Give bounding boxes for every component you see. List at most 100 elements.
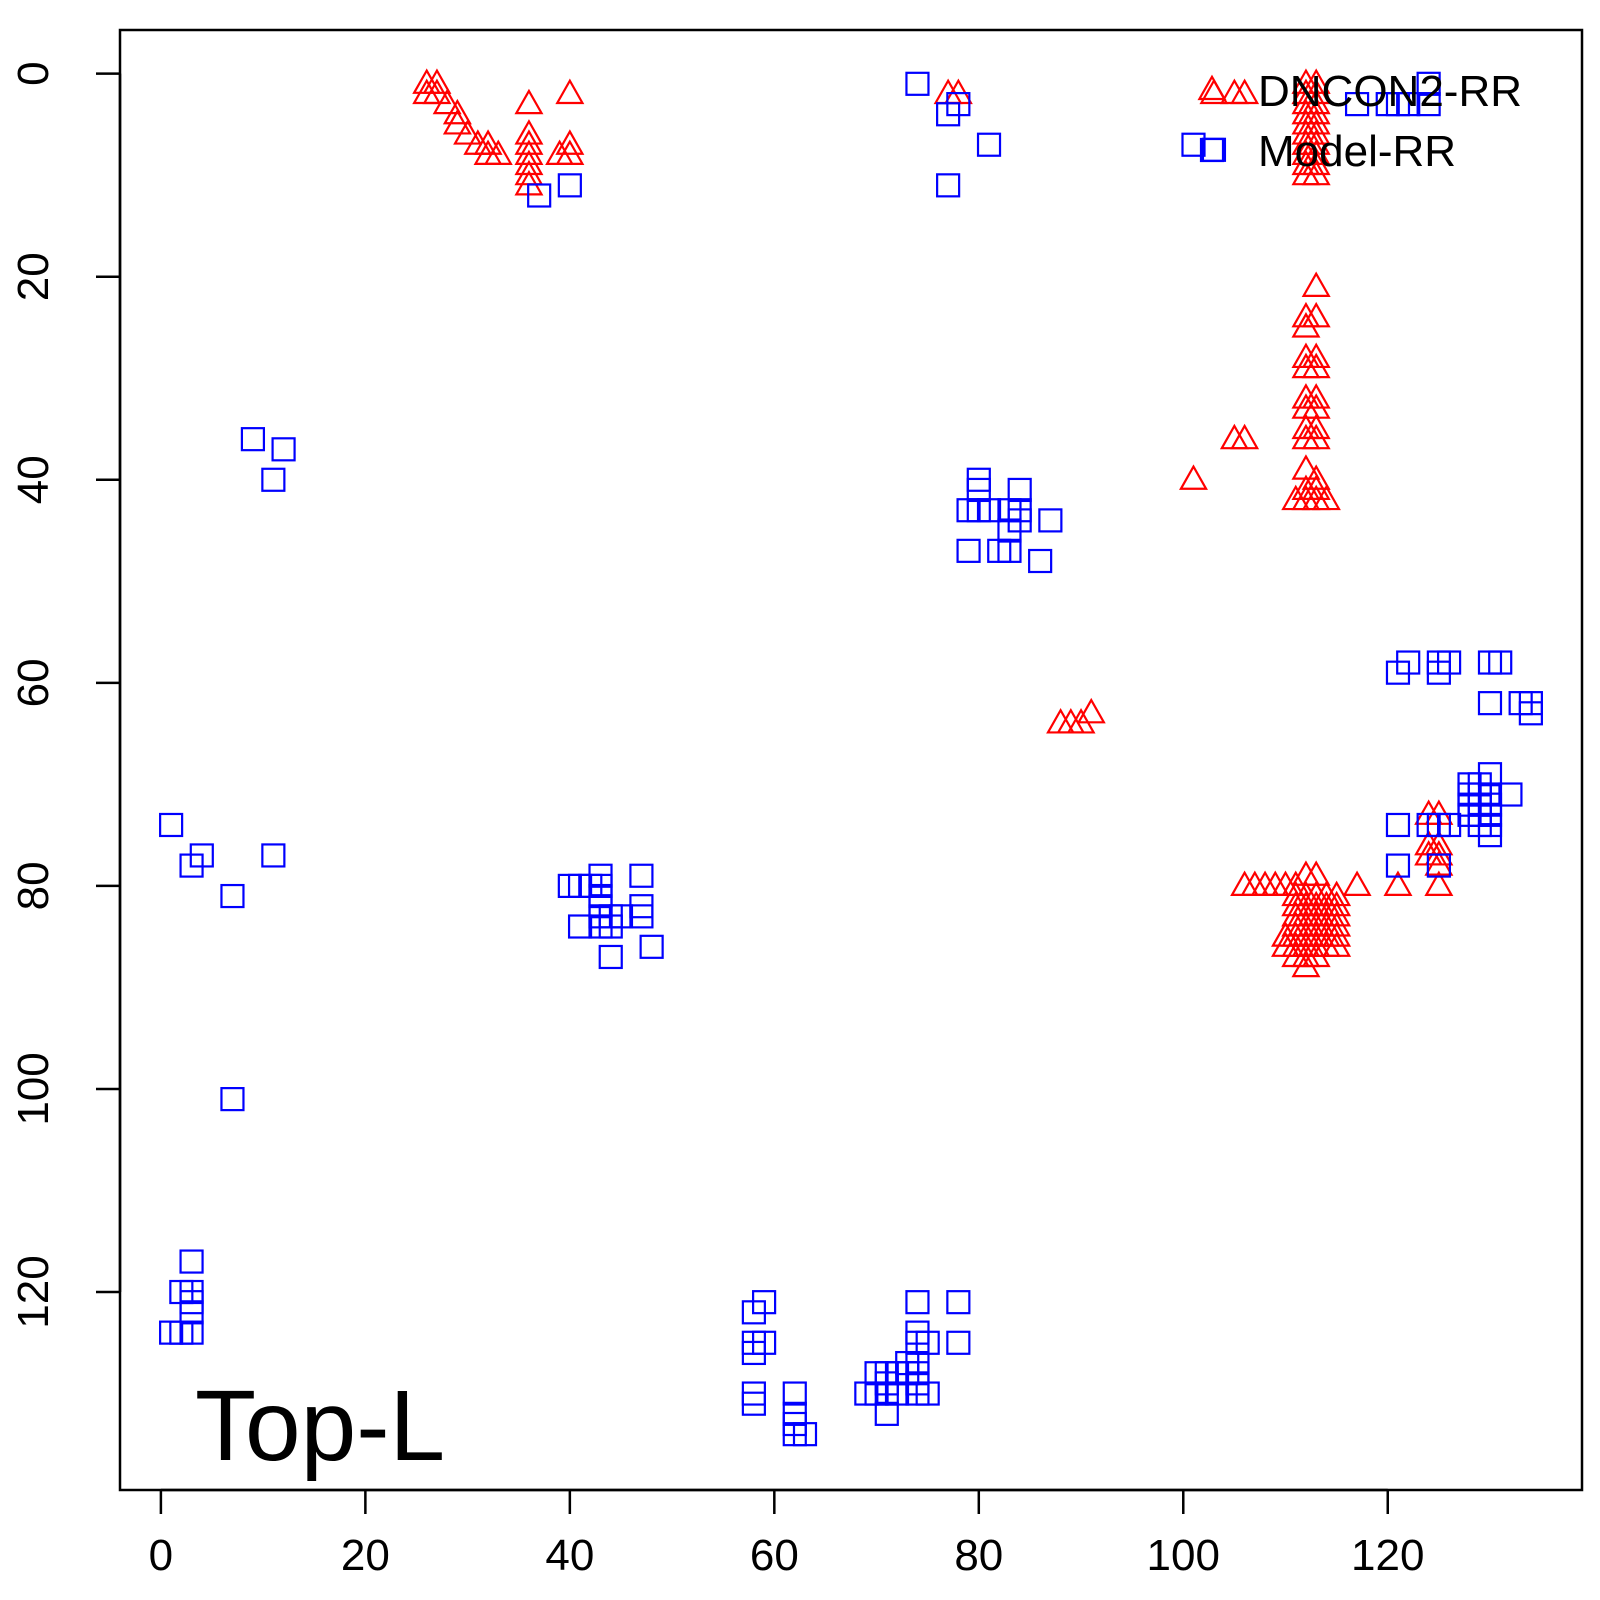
square-point <box>1344 92 1370 117</box>
square-point <box>874 1401 899 1426</box>
y-axis: 0 20 40 60 80 100 120 <box>9 61 122 1329</box>
square-point <box>240 427 266 452</box>
y-tick-label: 20 <box>9 252 58 301</box>
square-point <box>1477 823 1503 848</box>
square-point <box>1416 71 1441 96</box>
panel-annotation: Top-L <box>195 1370 445 1482</box>
triangle-point <box>1230 78 1260 105</box>
square-point <box>946 1290 971 1315</box>
legend-label: Model-RR <box>1258 127 1456 176</box>
square-point <box>1385 812 1411 838</box>
square-point <box>1038 508 1063 533</box>
triangle-point <box>1322 921 1352 947</box>
square-point <box>946 92 971 117</box>
triangle-point <box>422 68 452 94</box>
triangle-point <box>473 129 503 155</box>
triangle-point <box>1301 352 1331 379</box>
series-dncon2-rr <box>412 68 1454 978</box>
x-tick-label: 80 <box>954 1531 1003 1580</box>
series-model-rr <box>159 71 1543 1447</box>
square-point <box>1426 853 1451 878</box>
square-point <box>1498 782 1523 807</box>
square-point <box>1488 650 1513 675</box>
triangle-point <box>1301 271 1331 297</box>
square-point <box>1396 92 1421 117</box>
x-axis: 0 20 40 60 80 100 120 <box>149 1488 1424 1580</box>
square-point <box>1477 691 1503 716</box>
plot-frame <box>118 28 1584 1492</box>
square-point <box>598 944 623 970</box>
x-tick-label: 40 <box>545 1531 594 1580</box>
triangle-point <box>442 108 472 135</box>
triangle-point <box>422 78 452 105</box>
triangle-point <box>1179 464 1208 490</box>
triangle-point <box>1322 931 1352 957</box>
square-point <box>220 1087 245 1112</box>
triangle-point <box>1342 870 1372 896</box>
square-point <box>557 173 582 198</box>
triangle-point <box>1076 697 1106 724</box>
square-point <box>567 914 593 939</box>
square-point <box>751 1290 777 1315</box>
square-point <box>159 812 184 838</box>
legend: DNCON2-RR Model-RR <box>1197 67 1522 176</box>
square-point <box>1436 812 1462 838</box>
triangle-point <box>453 119 483 145</box>
square-point <box>1416 92 1441 117</box>
square-point <box>905 71 930 96</box>
triangle-point <box>555 78 585 105</box>
square-point <box>1385 853 1411 878</box>
square-point <box>741 1340 766 1366</box>
triangle-point <box>514 88 544 115</box>
square-point <box>997 538 1022 563</box>
triangle-point <box>1301 383 1331 409</box>
triangle-point <box>442 98 472 125</box>
square-point <box>1181 132 1206 157</box>
square-point <box>1028 548 1053 574</box>
square-point <box>179 1249 204 1274</box>
points-layer <box>159 68 1543 1447</box>
square-point <box>956 498 981 523</box>
square-point <box>976 132 1002 157</box>
y-tick-label: 40 <box>9 455 58 504</box>
square-point <box>976 498 1002 523</box>
square-point <box>179 1320 204 1345</box>
square-point <box>1518 701 1543 726</box>
x-tick-label: 0 <box>149 1531 173 1580</box>
square-point <box>261 843 286 868</box>
triangle-point <box>1424 840 1454 866</box>
square-point <box>741 1391 766 1416</box>
square-point <box>261 467 286 492</box>
triangle-point <box>1301 159 1331 186</box>
triangle-point <box>1301 149 1331 176</box>
triangle-point <box>1301 342 1331 369</box>
triangle-point <box>1301 941 1331 968</box>
square-point <box>527 183 552 208</box>
square-point <box>639 934 664 959</box>
triangle-point <box>1383 870 1413 896</box>
square-point <box>915 1381 940 1406</box>
x-tick-label: 60 <box>750 1531 799 1580</box>
square-point <box>956 538 981 563</box>
square-point <box>936 173 961 198</box>
triangle-point <box>555 129 585 155</box>
square-point <box>1396 650 1421 675</box>
y-tick-label: 80 <box>9 861 58 910</box>
legend-label: DNCON2-RR <box>1258 67 1522 116</box>
square-point <box>1426 650 1451 675</box>
y-tick-label: 60 <box>9 658 58 707</box>
square-point <box>792 1422 818 1447</box>
y-tick-label: 0 <box>9 61 58 85</box>
square-point <box>629 863 654 888</box>
y-tick-label: 120 <box>9 1255 58 1328</box>
triangle-point <box>1301 423 1331 450</box>
square-point <box>598 914 623 939</box>
square-point <box>905 1290 930 1315</box>
square-point <box>946 1330 971 1355</box>
y-tick-label: 100 <box>9 1052 58 1125</box>
triangle-point <box>1301 301 1331 328</box>
square-point <box>1201 137 1227 162</box>
square-point <box>271 437 296 462</box>
